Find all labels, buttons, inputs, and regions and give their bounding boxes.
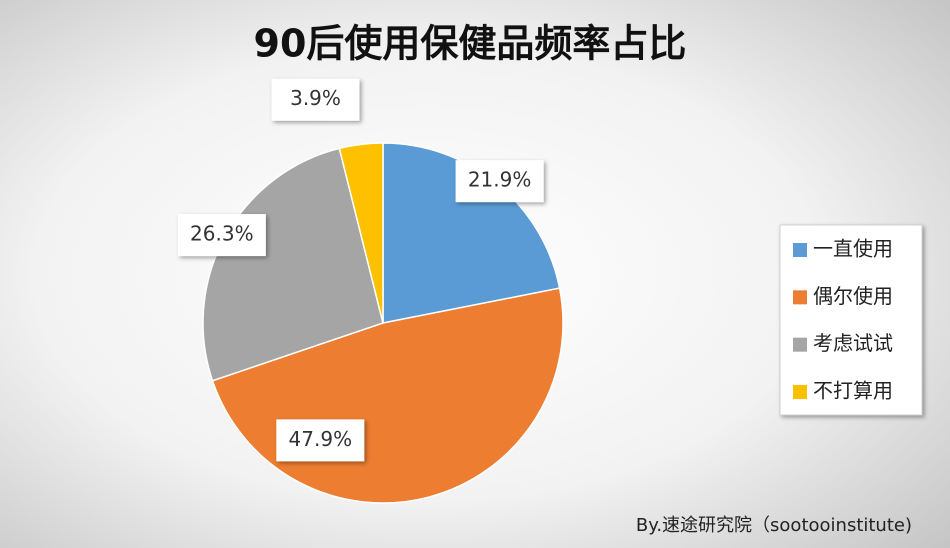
legend-label: 考虑试试 <box>813 331 893 355</box>
legend-label: 偶尔使用 <box>813 284 893 308</box>
legend-swatch <box>793 385 807 399</box>
data-label: 26.3% <box>190 222 254 246</box>
legend-label: 不打算用 <box>813 379 893 403</box>
data-label: 21.9% <box>468 168 532 192</box>
legend-swatch <box>793 290 807 305</box>
data-label: 47.9% <box>289 427 353 451</box>
legend-label: 一直使用 <box>813 237 893 261</box>
data-label-box <box>276 419 365 462</box>
data-label-box <box>271 78 360 121</box>
footnote: By.速途研究院（sootooinstitute) <box>636 515 912 536</box>
legend-swatch <box>793 243 807 257</box>
legend-swatch <box>793 337 807 352</box>
data-label-box <box>455 160 544 203</box>
pie-slice <box>338 142 384 324</box>
chart-title: 90后使用保健品频率占比 <box>254 22 687 66</box>
data-label: 3.9% <box>290 86 341 110</box>
data-label-box <box>177 214 266 257</box>
